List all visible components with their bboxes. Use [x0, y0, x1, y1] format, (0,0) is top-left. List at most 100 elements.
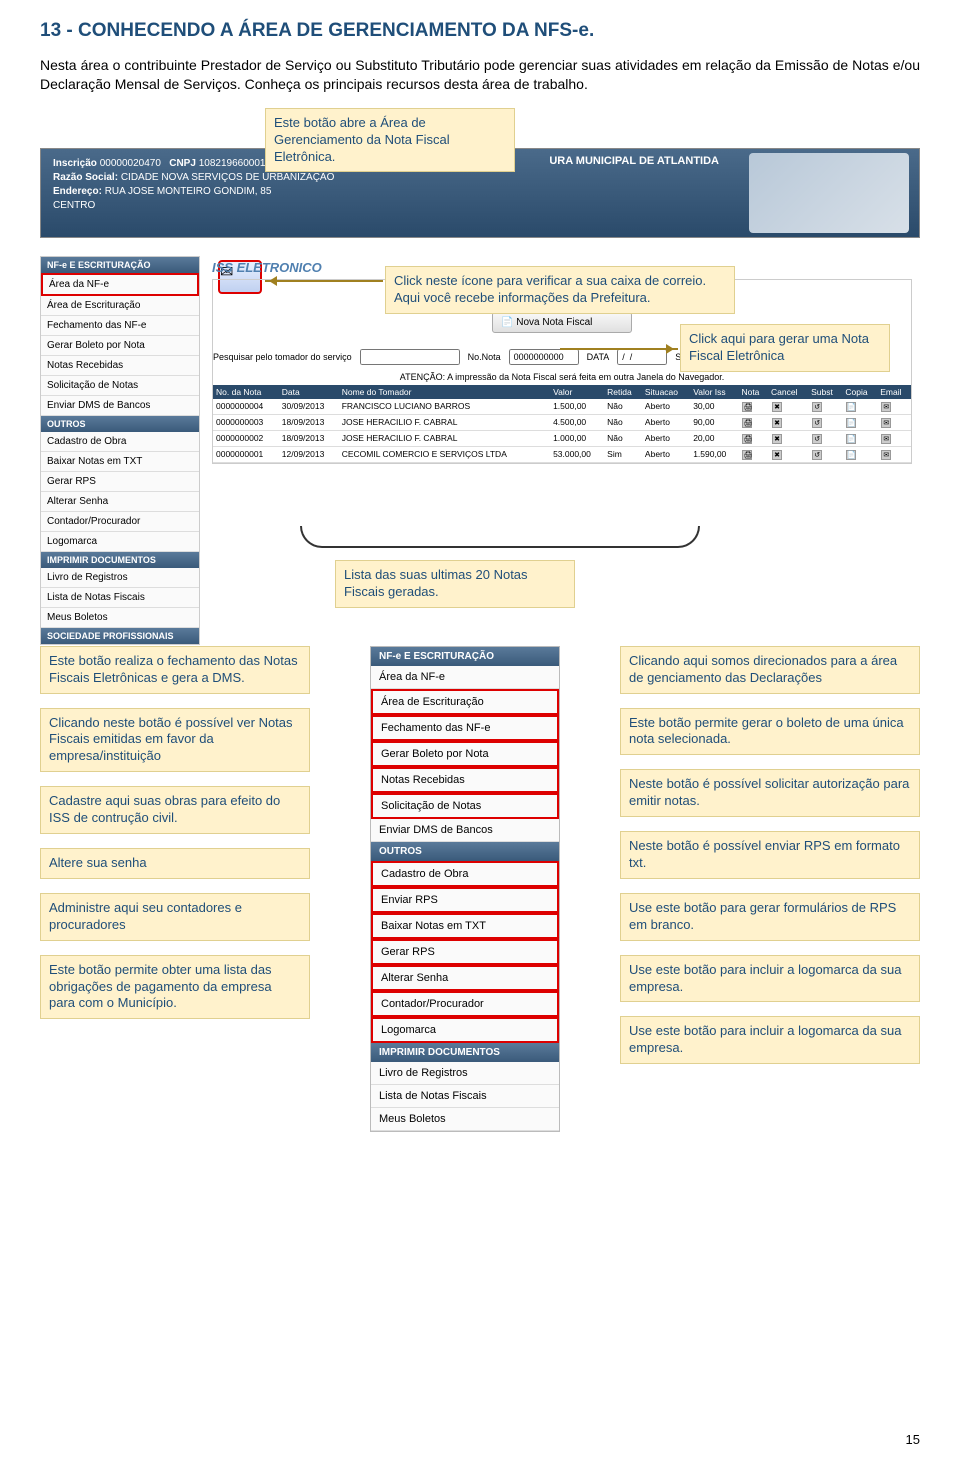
- sidebar-sec1: NF-e E ESCRITURAÇÃO: [41, 257, 199, 273]
- m2-escrituracao[interactable]: Área de Escrituração: [371, 689, 559, 715]
- sidebar: NF-e E ESCRITURAÇÃO Área da NF-e Área de…: [40, 256, 200, 645]
- sidebar-boleto[interactable]: Gerar Boleto por Nota: [41, 336, 199, 356]
- m2-fechamento[interactable]: Fechamento das NF-e: [371, 715, 559, 741]
- nonota-input[interactable]: [509, 349, 579, 365]
- row-action-icon[interactable]: ↺: [812, 450, 822, 460]
- menu2-sec2: OUTROS: [371, 842, 559, 861]
- row-action-icon[interactable]: 📄: [846, 402, 856, 412]
- sidebar-obra[interactable]: Cadastro de Obra: [41, 432, 199, 452]
- table-cell: JOSE HERACILIO F. CABRAL: [339, 430, 550, 446]
- menu2-sec3: IMPRIMIR DOCUMENTOS: [371, 1043, 559, 1062]
- sidebar-contador[interactable]: Contador/Procurador: [41, 512, 199, 532]
- data-label: DATA: [587, 352, 610, 362]
- sidebar-senha[interactable]: Alterar Senha: [41, 492, 199, 512]
- sidebar-sec4: SOCIEDADE PROFISSIONAIS: [41, 628, 199, 644]
- sidebar-recebidas[interactable]: Notas Recebidas: [41, 356, 199, 376]
- nova-nota-button[interactable]: 📄 Nova Nota Fiscal: [492, 312, 632, 333]
- row-action-icon[interactable]: ✉: [881, 402, 891, 412]
- table-header: Situacao: [642, 385, 690, 399]
- m2-lista-nf[interactable]: Lista de Notas Fiscais: [371, 1085, 559, 1108]
- table-cell: 18/09/2013: [279, 414, 339, 430]
- sidebar-logo[interactable]: Logomarca: [41, 532, 199, 552]
- m2-obra[interactable]: Cadastro de Obra: [371, 861, 559, 887]
- m2-solicitacao[interactable]: Solicitação de Notas: [371, 793, 559, 819]
- row-action-icon[interactable]: ✉: [881, 418, 891, 428]
- table-row: 000000000318/09/2013JOSE HERACILIO F. CA…: [213, 414, 911, 430]
- tomador-input[interactable]: [360, 349, 460, 365]
- intro-text: Nesta área o contribuinte Prestador de S…: [40, 56, 920, 94]
- sidebar-rps[interactable]: Gerar RPS: [41, 472, 199, 492]
- row-action-icon[interactable]: 🖨: [742, 402, 752, 412]
- callout-boleto: Este botão permite gerar o boleto de uma…: [620, 708, 920, 756]
- m2-senha[interactable]: Alterar Senha: [371, 965, 559, 991]
- sidebar-solicitacao[interactable]: Solicitação de Notas: [41, 376, 199, 396]
- row-action-icon[interactable]: 📄: [846, 418, 856, 428]
- row-action-icon[interactable]: ✖: [772, 402, 782, 412]
- sidebar-area-nfe[interactable]: Área da NF-e: [41, 273, 199, 296]
- row-action-icon[interactable]: ✖: [772, 418, 782, 428]
- callout-lista: Lista das suas ultimas 20 Notas Fiscais …: [335, 560, 575, 608]
- row-action-icon[interactable]: ✉: [881, 450, 891, 460]
- sidebar-txt[interactable]: Baixar Notas em TXT: [41, 452, 199, 472]
- sidebar-escrituracao[interactable]: Área de Escrituração: [41, 296, 199, 316]
- bottom-section: Este botão realiza o fechamento das Nota…: [40, 646, 920, 1132]
- pesquisar-label: Pesquisar pelo tomador do serviço: [213, 352, 352, 362]
- callout-senha: Altere sua senha: [40, 848, 310, 879]
- callout-rps-branco: Use este botão para gerar formulários de…: [620, 893, 920, 941]
- m2-area-nfe[interactable]: Área da NF-e: [371, 666, 559, 689]
- m2-recebidas[interactable]: Notas Recebidas: [371, 767, 559, 793]
- row-action-icon[interactable]: 📄: [846, 434, 856, 444]
- table-header: Retida: [604, 385, 642, 399]
- table-header: Data: [279, 385, 339, 399]
- table-header: Email: [877, 385, 911, 399]
- table-cell: Aberto: [642, 414, 690, 430]
- m2-meus-boletos[interactable]: Meus Boletos: [371, 1108, 559, 1131]
- row-action-icon[interactable]: 🖨: [742, 434, 752, 444]
- callout-obras: Cadastre aqui suas obras para efeito do …: [40, 786, 310, 834]
- row-action-icon[interactable]: ✖: [772, 450, 782, 460]
- table-cell: 1.000,00: [550, 430, 604, 446]
- table-cell: Não: [604, 430, 642, 446]
- m2-dms[interactable]: Enviar DMS de Bancos: [371, 819, 559, 842]
- m2-enviar-rps[interactable]: Enviar RPS: [371, 887, 559, 913]
- table-cell: 12/09/2013: [279, 446, 339, 462]
- callout-abre-area: Este botão abre a Área de Gerenciamento …: [265, 108, 515, 173]
- table-cell: Sim: [604, 446, 642, 462]
- row-action-icon[interactable]: 📄: [846, 450, 856, 460]
- callout-logo2: Use este botão para incluir a logomarca …: [620, 1016, 920, 1064]
- table-row: 000000000218/09/2013JOSE HERACILIO F. CA…: [213, 430, 911, 446]
- row-action-icon[interactable]: 🖨: [742, 450, 752, 460]
- header-municipal: URA MUNICIPAL DE ATLANTIDA: [549, 155, 719, 167]
- row-action-icon[interactable]: ✉: [881, 434, 891, 444]
- row-action-icon[interactable]: 🖨: [742, 418, 752, 428]
- data-input[interactable]: [617, 349, 667, 365]
- endereco-value: RUA JOSE MONTEIRO GONDIM, 85: [105, 186, 272, 197]
- sidebar-fechamento[interactable]: Fechamento das NF-e: [41, 316, 199, 336]
- row-action-icon[interactable]: ✖: [772, 434, 782, 444]
- sidebar-livro[interactable]: Livro de Registros: [41, 568, 199, 588]
- row-action-icon[interactable]: ↺: [812, 418, 822, 428]
- table-cell: JOSE HERACILIO F. CABRAL: [339, 414, 550, 430]
- m2-livro[interactable]: Livro de Registros: [371, 1062, 559, 1085]
- sidebar-dms[interactable]: Enviar DMS de Bancos: [41, 396, 199, 416]
- endereco-label: Endereço:: [53, 186, 102, 197]
- m2-contador[interactable]: Contador/Procurador: [371, 991, 559, 1017]
- m2-boleto[interactable]: Gerar Boleto por Nota: [371, 741, 559, 767]
- brace-icon: [300, 526, 700, 548]
- table-cell: 0000000003: [213, 414, 279, 430]
- sidebar-lista-nf[interactable]: Lista de Notas Fiscais: [41, 588, 199, 608]
- table-cell: 0000000001: [213, 446, 279, 462]
- table-row: 000000000430/09/2013FRANCISCO LUCIANO BA…: [213, 399, 911, 415]
- page-title: 13 - CONHECENDO A ÁREA DE GERENCIAMENTO …: [40, 20, 920, 42]
- m2-logomarca[interactable]: Logomarca: [371, 1017, 559, 1043]
- sidebar-boletos[interactable]: Meus Boletos: [41, 608, 199, 628]
- m2-gerar-rps[interactable]: Gerar RPS: [371, 939, 559, 965]
- row-action-icon[interactable]: ↺: [812, 434, 822, 444]
- m2-txt[interactable]: Baixar Notas em TXT: [371, 913, 559, 939]
- table-header: Valor Iss: [690, 385, 738, 399]
- table-cell: 30/09/2013: [279, 399, 339, 415]
- row-action-icon[interactable]: ↺: [812, 402, 822, 412]
- table-header: No. da Nota: [213, 385, 279, 399]
- inscricao-label: Inscrição: [53, 158, 97, 169]
- page-number: 15: [906, 1432, 920, 1447]
